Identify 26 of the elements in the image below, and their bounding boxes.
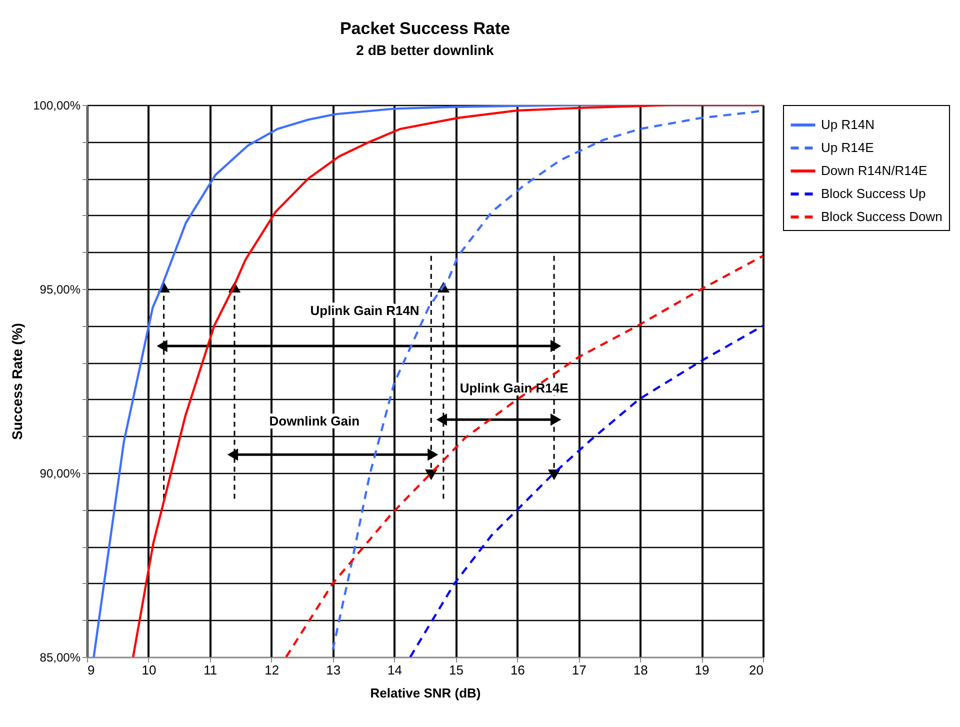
y-tick-label: 90,00% (40, 466, 81, 480)
y-tick-label: 95,00% (40, 282, 81, 296)
chart-title: Packet Success Rate (340, 19, 510, 38)
x-tick-label: 12 (264, 662, 280, 678)
legend-label: Block Success Down (821, 209, 942, 224)
x-tick-label: 18 (633, 662, 648, 678)
line-series (409, 324, 763, 657)
x-tick-label: 15 (448, 662, 464, 678)
x-tick-label: 20 (749, 662, 764, 678)
legend-label: Block Success Up (821, 186, 926, 201)
x-tick-label: 14 (388, 662, 402, 678)
x-tick-label: 13 (326, 662, 341, 678)
x-tick-label: 19 (694, 662, 710, 678)
x-tick-label: 10 (142, 662, 156, 678)
y-tick-label: 85,00% (40, 650, 81, 664)
legend-label: Up R14E (821, 140, 874, 155)
legend-label: Up R14N (821, 117, 874, 132)
x-tick-label: 17 (572, 662, 586, 678)
x-tick-label: 11 (204, 662, 218, 678)
legend-label: Down R14N/R14E (821, 163, 928, 178)
x-tick-label: 9 (88, 662, 95, 678)
y-tick-label: 100,00% (33, 98, 81, 112)
chart-subtitle: 2 dB better downlink (356, 42, 494, 58)
x-tick-label: 16 (510, 662, 525, 678)
x-axis-title: Relative SNR (dB) (370, 686, 481, 700)
y-axis-title: Success Rate (%) (9, 323, 26, 440)
